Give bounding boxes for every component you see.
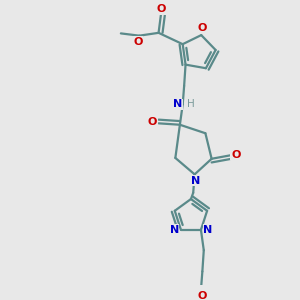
Text: H: H	[187, 99, 194, 109]
Text: O: O	[231, 150, 240, 160]
Text: N: N	[203, 225, 212, 235]
Text: O: O	[148, 117, 157, 127]
Text: N: N	[169, 225, 179, 235]
Text: N: N	[191, 176, 201, 186]
Text: O: O	[157, 4, 166, 14]
Text: O: O	[133, 37, 142, 47]
Text: N: N	[173, 99, 182, 109]
Text: O: O	[198, 291, 207, 300]
Text: O: O	[197, 23, 206, 33]
